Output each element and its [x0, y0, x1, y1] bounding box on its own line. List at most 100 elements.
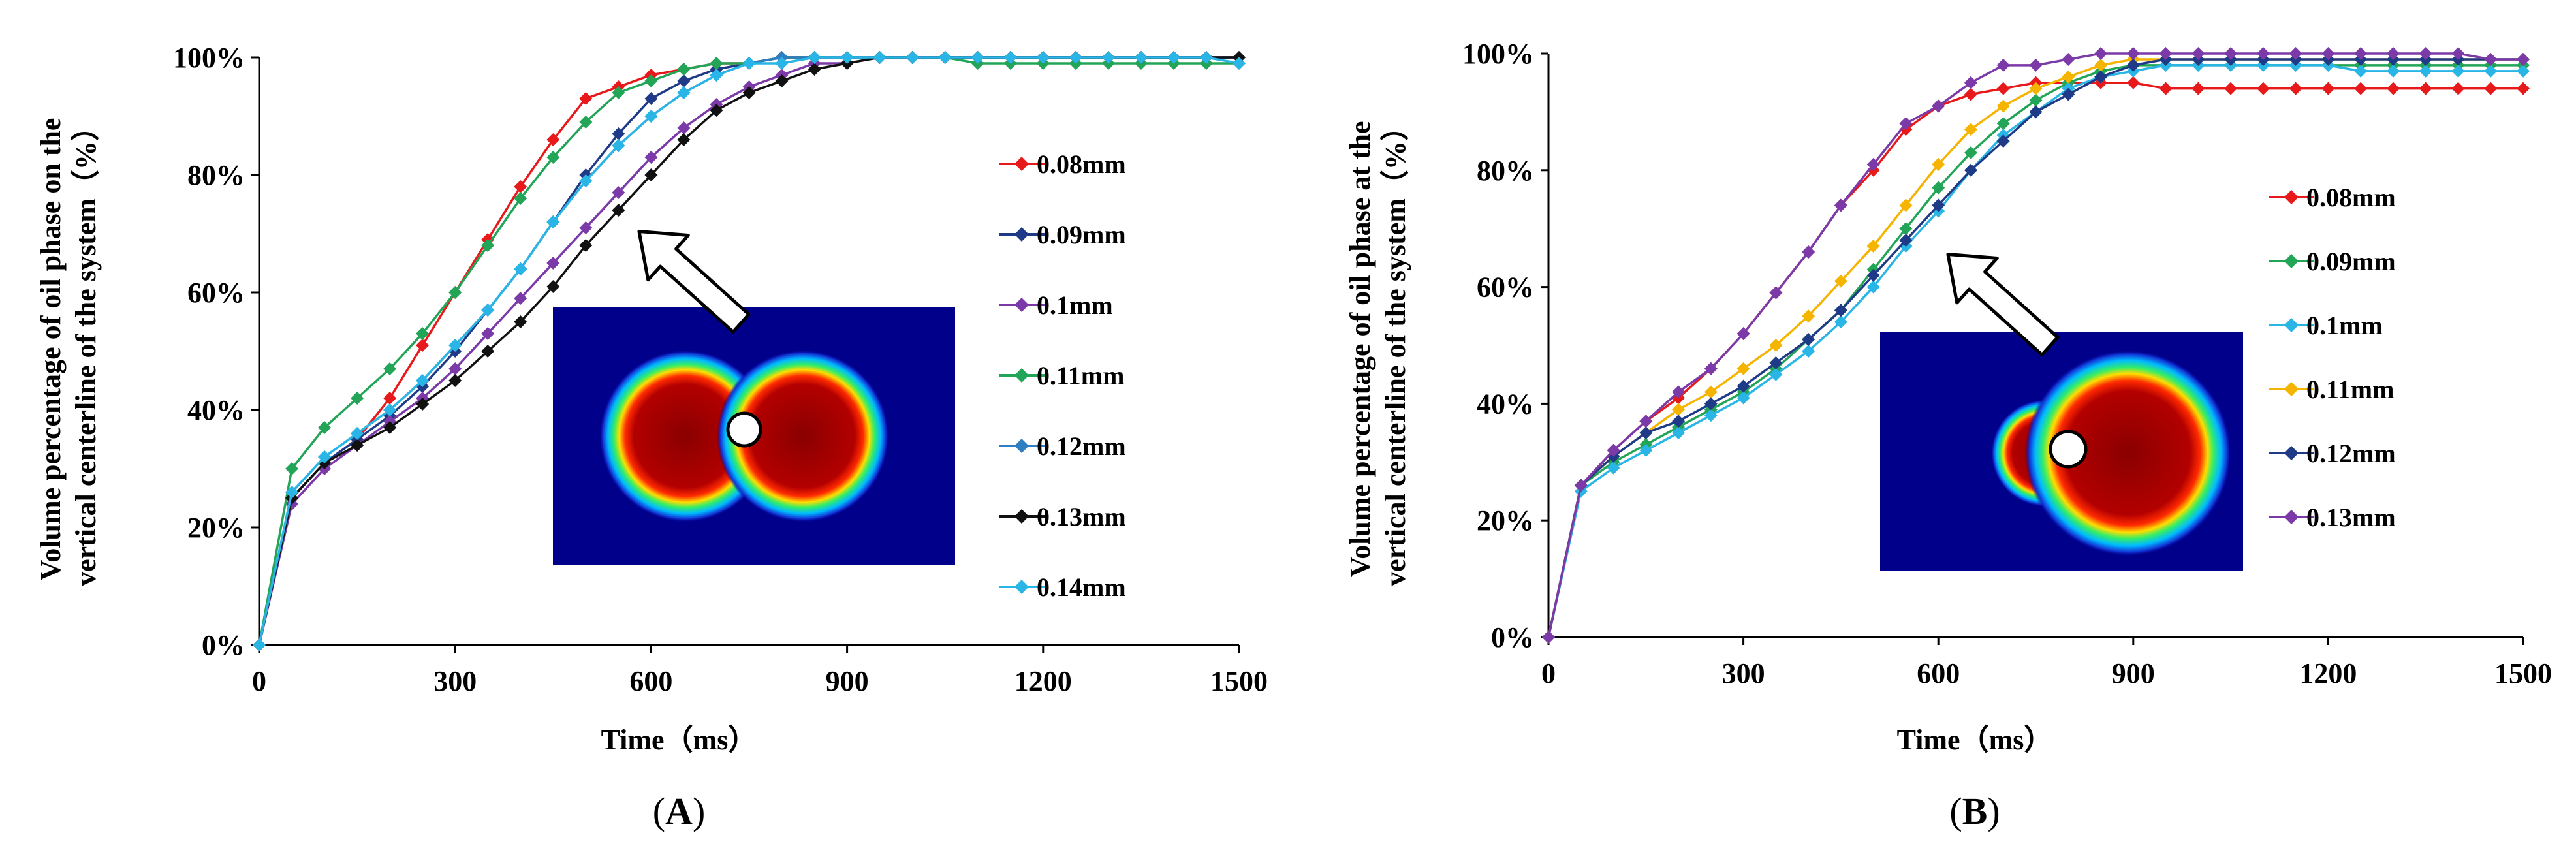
- legend: 0.08mm 0.09mm 0.1mm 0.11mm 0.12mm 0.13mm 0.14m…: [999, 149, 1126, 602]
- legend-item-0-09mm: 0.09mm: [999, 220, 1126, 249]
- data-point: [2191, 47, 2205, 60]
- data-point: [2029, 93, 2043, 107]
- legend-label: 0.09mm: [1037, 220, 1126, 249]
- data-point: [808, 51, 821, 64]
- data-point: [644, 92, 658, 105]
- data-point: [1769, 286, 1783, 300]
- x-tick-labels: 0 300 600 900 1200 1500: [252, 645, 1268, 697]
- data-point: [351, 439, 364, 452]
- data-point: [514, 192, 527, 205]
- x-tick-label: 600: [1917, 657, 1960, 689]
- data-point: [2094, 58, 2108, 72]
- legend-label: 0.12mm: [1037, 432, 1126, 461]
- data-point: [710, 57, 723, 70]
- x-tick-labels: 0 300 600 900 1200 1500: [1541, 637, 2552, 689]
- data-point: [1932, 198, 1945, 212]
- data-point: [1672, 385, 1686, 399]
- data-point: [1996, 117, 2010, 131]
- y-tick-label: 0%: [202, 629, 245, 661]
- data-point: [677, 63, 691, 76]
- data-point: [1574, 479, 1588, 492]
- data-point: [1996, 58, 2010, 72]
- data-point: [448, 286, 462, 299]
- data-point: [2094, 70, 2108, 84]
- legend-label: 0.11mm: [1037, 361, 1124, 390]
- x-tick-label: 0: [1541, 657, 1556, 689]
- y-tick-label: 60%: [1477, 272, 1534, 304]
- data-point: [1639, 415, 1653, 428]
- data-point: [1899, 117, 1913, 131]
- data-point: [2094, 47, 2108, 60]
- x-tick-label: 1200: [1014, 665, 1072, 697]
- legend-swatch-marker: [2284, 318, 2299, 332]
- data-point: [1802, 333, 1815, 347]
- data-point: [1199, 51, 1213, 64]
- data-point: [318, 450, 332, 463]
- data-point: [1704, 397, 1718, 411]
- particle-marker: [2049, 430, 2088, 469]
- y-tick-label: 100%: [1462, 38, 1534, 70]
- data-point: [2354, 82, 2368, 95]
- data-point: [1134, 51, 1148, 64]
- data-point: [1932, 181, 1945, 195]
- data-point: [644, 110, 658, 123]
- data-point: [383, 421, 397, 434]
- legend-swatch-marker: [2284, 254, 2299, 268]
- data-point: [579, 239, 593, 252]
- data-point: [2484, 82, 2498, 95]
- data-point: [1736, 327, 1750, 341]
- data-point: [416, 327, 430, 340]
- x-tick-label: 1500: [1210, 665, 1268, 697]
- data-point: [1899, 222, 1913, 236]
- legend-item-0-1mm: 0.1mm: [2269, 311, 2383, 340]
- x-axis-label: Time（ms）: [1897, 724, 2053, 756]
- data-point: [481, 327, 495, 340]
- data-point: [514, 292, 527, 305]
- data-point: [2159, 82, 2173, 95]
- legend-item-0-09mm: 0.09mm: [2269, 247, 2396, 276]
- simulation-inset: [553, 307, 955, 565]
- data-point: [481, 304, 495, 317]
- data-point: [2256, 47, 2270, 60]
- data-point: [546, 257, 560, 270]
- legend-swatch-marker: [2284, 382, 2299, 396]
- data-point: [383, 392, 397, 405]
- data-point: [1769, 368, 1783, 381]
- data-point: [2386, 64, 2400, 78]
- data-point: [481, 345, 495, 358]
- data-point: [448, 362, 462, 375]
- data-point: [644, 74, 658, 87]
- legend-swatch-marker: [1014, 509, 1029, 524]
- data-point: [612, 86, 625, 99]
- data-point: [612, 186, 625, 199]
- data-point: [1802, 344, 1815, 358]
- data-point: [1866, 240, 1880, 253]
- data-point: [1704, 409, 1718, 422]
- data-point: [546, 280, 560, 293]
- data-point: [1736, 379, 1750, 393]
- data-point: [742, 86, 756, 99]
- series-lines: [253, 51, 1246, 651]
- legend-item-0-13mm: 0.13mm: [999, 502, 1126, 531]
- data-point: [644, 151, 658, 164]
- legend-label: 0.1mm: [1037, 290, 1113, 320]
- data-point: [1672, 426, 1686, 440]
- y-tick-label: 20%: [1477, 505, 1534, 537]
- data-point: [1542, 631, 1555, 644]
- data-point: [1932, 99, 1945, 113]
- data-point: [1802, 245, 1815, 259]
- data-point: [1639, 426, 1653, 440]
- data-point: [1834, 315, 1847, 329]
- legend-item-0-12mm: 0.12mm: [999, 432, 1126, 461]
- data-point: [546, 133, 560, 146]
- data-point: [840, 51, 854, 64]
- data-point: [677, 74, 691, 87]
- data-point: [2062, 70, 2075, 84]
- legend-label: 0.12mm: [2306, 439, 2396, 468]
- data-point: [253, 638, 266, 651]
- data-point: [2386, 82, 2400, 95]
- legend: 0.08mm 0.09mm 0.1mm 0.11mm 0.12mm 0.13mm: [2269, 183, 2396, 532]
- x-tick-label: 300: [433, 665, 477, 697]
- data-point: [612, 204, 625, 217]
